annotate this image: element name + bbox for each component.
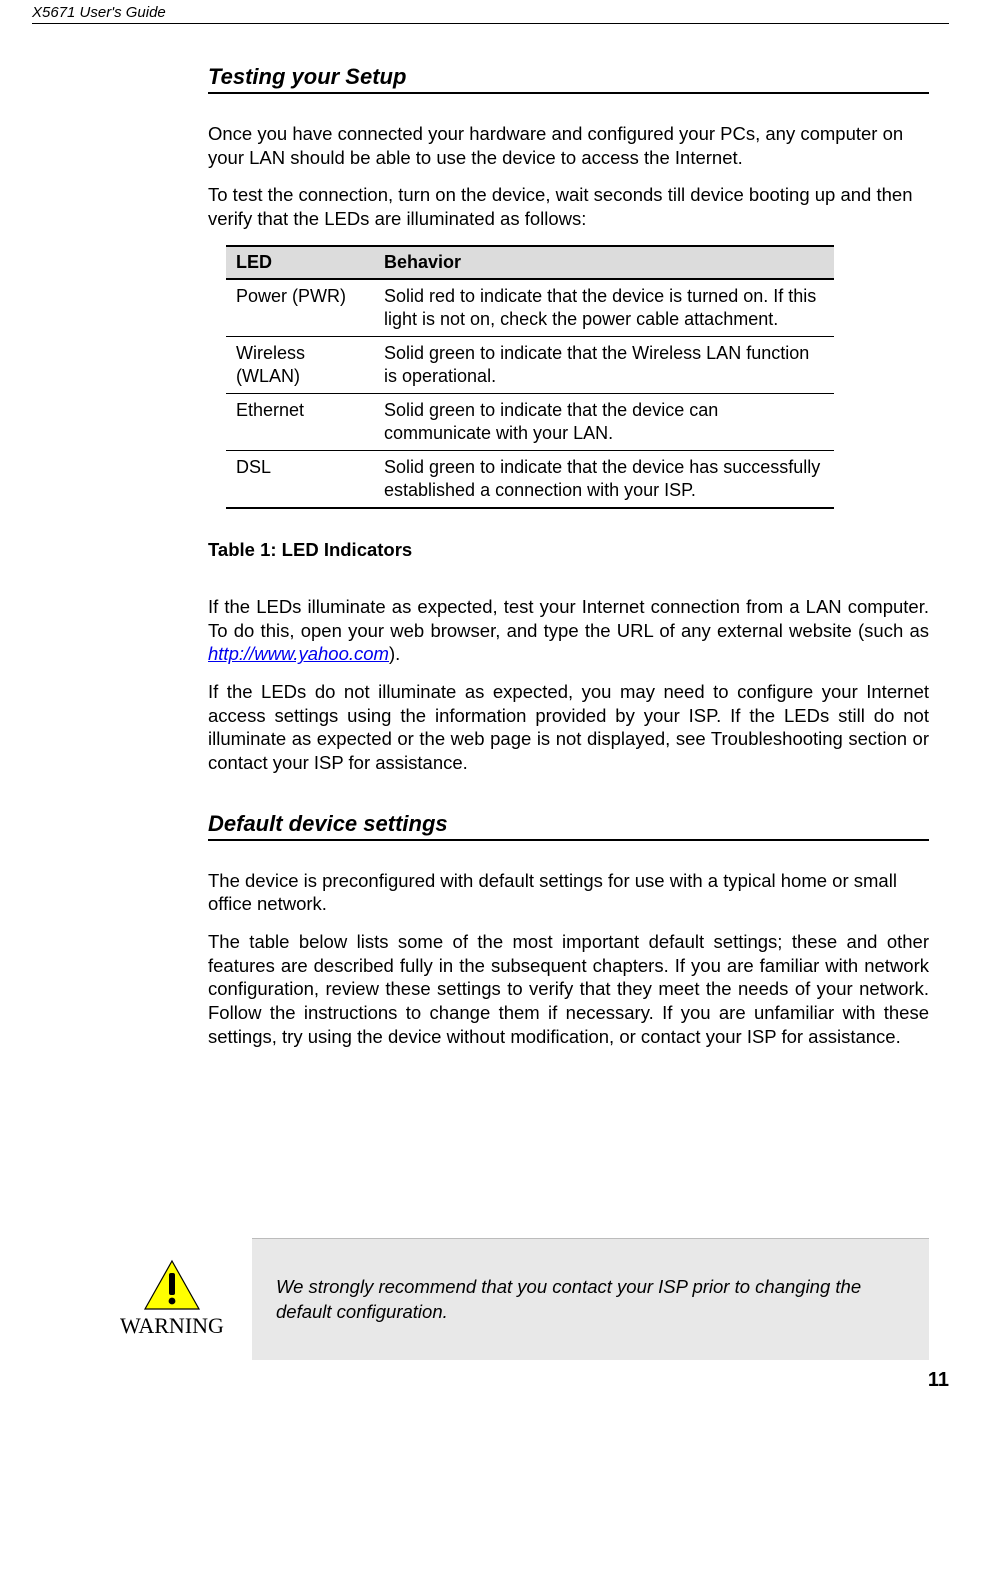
table-row: Power (PWR) Solid red to indicate that t… (226, 279, 834, 337)
section-title-default: Default device settings (208, 811, 929, 841)
yahoo-link[interactable]: http://www.yahoo.com (208, 643, 389, 664)
led-cell-behavior: Solid green to indicate that the device … (374, 393, 834, 450)
after-table-para-2: If the LEDs do not illuminate as expecte… (208, 680, 929, 775)
warning-callout: WARNING We strongly recommend that you c… (102, 1238, 929, 1360)
after-table-p1a: If the LEDs illuminate as expected, test… (208, 596, 929, 641)
led-cell-behavior: Solid green to indicate that the device … (374, 450, 834, 508)
testing-para-2: To test the connection, turn on the devi… (208, 183, 929, 230)
led-table-header-behavior: Behavior (374, 246, 834, 279)
led-table: LED Behavior Power (PWR) Solid red to in… (226, 245, 834, 509)
main-content: Testing your Setup Once you have connect… (208, 64, 929, 1048)
section-title-testing: Testing your Setup (208, 64, 929, 94)
led-cell-name: Power (PWR) (226, 279, 374, 337)
led-table-header-led: LED (226, 246, 374, 279)
warning-icon-cell: WARNING (102, 1238, 252, 1360)
led-cell-name: DSL (226, 450, 374, 508)
warning-triangle-icon (143, 1259, 201, 1311)
led-cell-behavior: Solid green to indicate that the Wireles… (374, 336, 834, 393)
default-para-1: The device is preconfigured with default… (208, 869, 929, 916)
table-row: Wireless (WLAN) Solid green to indicate … (226, 336, 834, 393)
running-header: X5671 User's Guide (32, 0, 949, 24)
led-cell-name: Ethernet (226, 393, 374, 450)
warning-bang-dot (169, 1298, 176, 1305)
led-cell-name: Wireless (WLAN) (226, 336, 374, 393)
led-table-header-row: LED Behavior (226, 246, 834, 279)
table-row: Ethernet Solid green to indicate that th… (226, 393, 834, 450)
after-table-para-1: If the LEDs illuminate as expected, test… (208, 595, 929, 666)
after-table-p1b: ). (389, 643, 400, 664)
warning-text-box: We strongly recommend that you contact y… (252, 1238, 929, 1360)
table-row: DSL Solid green to indicate that the dev… (226, 450, 834, 508)
testing-para-1: Once you have connected your hardware an… (208, 122, 929, 169)
warning-label: WARNING (120, 1313, 224, 1339)
page-number: 11 (928, 1369, 949, 1392)
led-cell-behavior: Solid red to indicate that the device is… (374, 279, 834, 337)
default-para-2: The table below lists some of the most i… (208, 930, 929, 1048)
warning-bang-bar (169, 1273, 175, 1295)
table-caption: Table 1: LED Indicators (208, 539, 929, 561)
